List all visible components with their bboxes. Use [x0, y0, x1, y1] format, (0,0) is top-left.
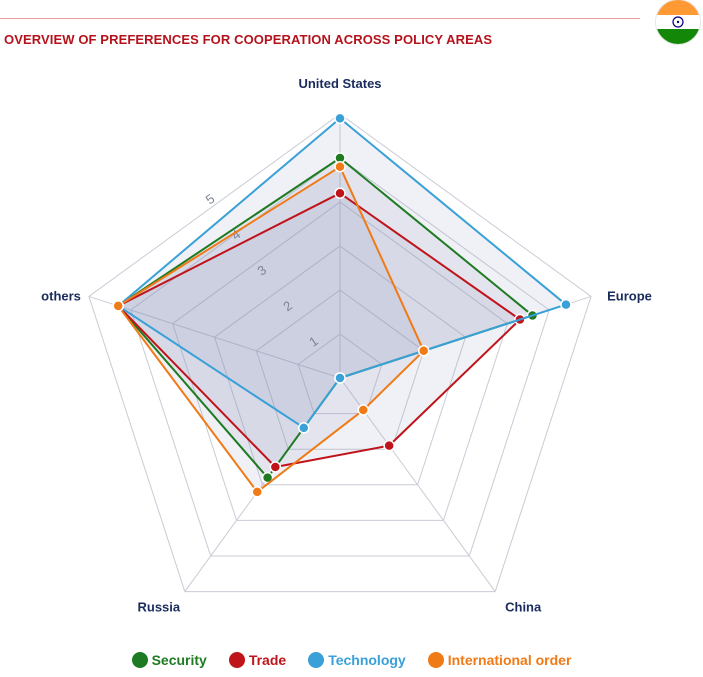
axis-label: China	[505, 600, 542, 615]
legend-marker	[131, 652, 148, 668]
data-point	[334, 372, 346, 384]
grid-ring	[130, 157, 550, 557]
grid-ring	[172, 201, 508, 521]
grid-ring	[255, 289, 425, 450]
india-flag-icon	[656, 0, 700, 44]
header-divider	[0, 18, 640, 19]
grid-ring	[88, 113, 592, 593]
data-point	[357, 404, 370, 416]
grid-ring	[213, 245, 467, 486]
legend-marker	[228, 652, 245, 668]
data-point	[334, 187, 346, 199]
legend-label: Security	[151, 652, 207, 668]
axis-label: others	[41, 288, 81, 303]
data-point	[298, 422, 310, 434]
chart-title: OVERVIEW OF PREFERENCES FOR COOPERATION …	[4, 32, 493, 47]
legend-label: Technology	[328, 652, 406, 668]
data-point	[334, 112, 346, 125]
chart-legend: Security Trade Technology International ord…	[0, 652, 703, 668]
series-line	[117, 117, 567, 429]
series-area	[118, 118, 566, 428]
legend-marker	[427, 652, 444, 668]
axis-label: Europe	[607, 288, 652, 303]
series-area	[118, 166, 424, 492]
series-international-order	[112, 161, 430, 498]
legend-label: Trade	[248, 652, 287, 668]
legend-item: Trade	[228, 652, 287, 668]
series-line	[117, 192, 521, 468]
data-point	[269, 461, 282, 473]
data-point	[334, 161, 346, 173]
series-area	[118, 193, 520, 467]
data-point	[383, 439, 395, 452]
data-point	[560, 298, 572, 311]
series-line	[117, 165, 425, 493]
axis-label: Russia	[138, 600, 181, 615]
legend-item: Security	[131, 652, 207, 668]
legend-label: International order	[447, 652, 572, 668]
axis-label: United States	[298, 76, 381, 91]
grid-spoke	[88, 295, 341, 379]
legend-marker	[308, 652, 325, 668]
data-point	[417, 345, 430, 357]
legend-item: Technology	[308, 652, 406, 668]
data-point	[112, 300, 124, 312]
data-point	[251, 486, 263, 498]
legend-item: International order	[427, 652, 572, 668]
grid-ring	[297, 333, 383, 415]
